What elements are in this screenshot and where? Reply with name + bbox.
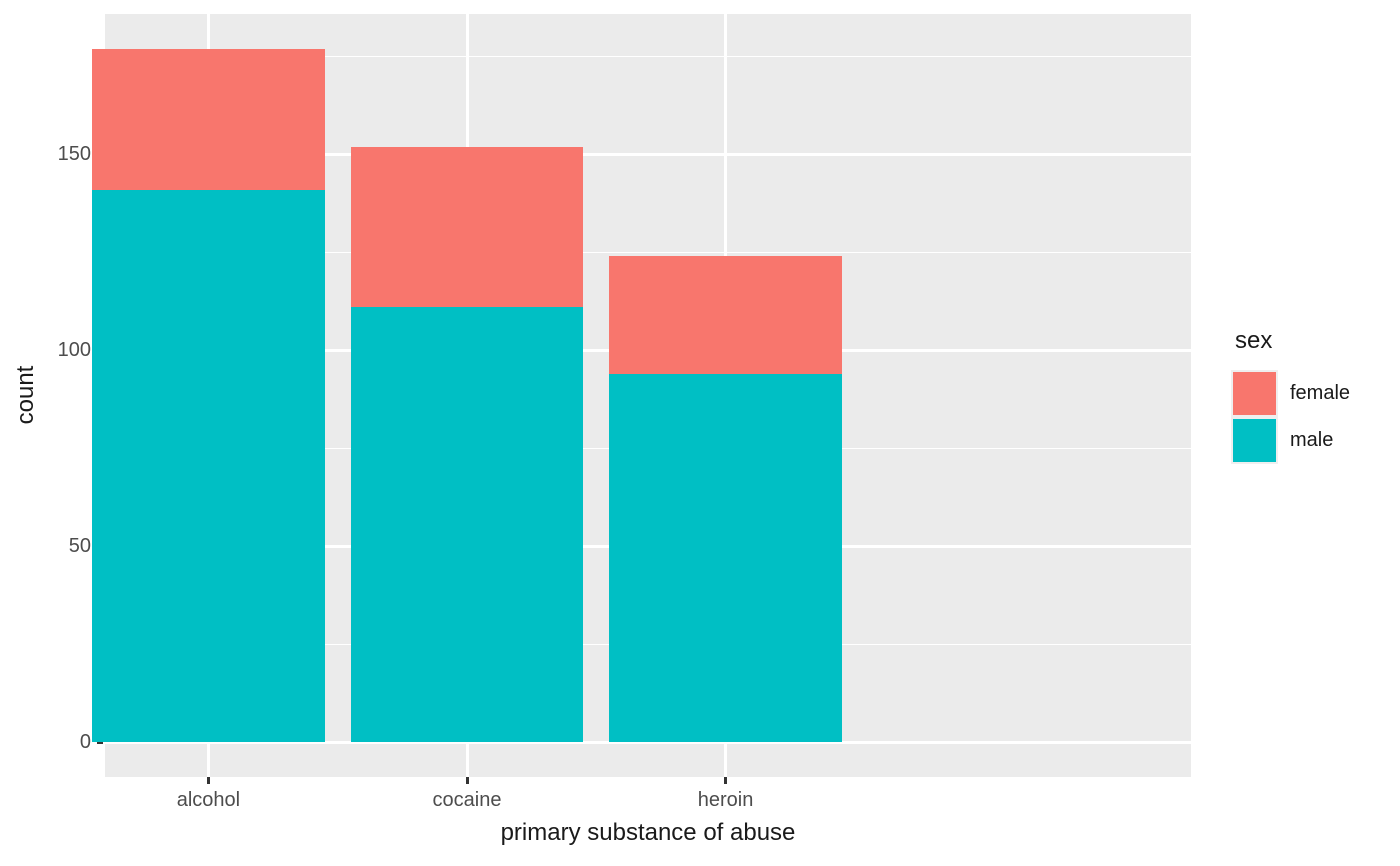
bar-segment-female-heroin [609, 256, 842, 374]
bar-segment-female-alcohol [92, 48, 325, 190]
bar-segment-male-cocaine [350, 307, 584, 743]
legend-label-female: female [1290, 382, 1351, 404]
x-tick-mark [206, 777, 210, 784]
x-tick-label: alcohol [176, 789, 241, 811]
major-gridline [105, 740, 1191, 744]
y-tick-label: 0 [79, 731, 91, 754]
x-tick-mark [724, 777, 728, 784]
minor-gridline [105, 55, 1191, 58]
y-tick-label: 50 [68, 535, 91, 558]
legend-label-male: male [1290, 429, 1334, 451]
y-tick-label: 150 [57, 143, 91, 166]
legend-key-male [1231, 417, 1278, 464]
legend-key-female [1231, 370, 1278, 417]
y-tick-mark [97, 740, 103, 744]
minor-gridline [105, 251, 1191, 254]
bar-segment-male-alcohol [92, 189, 325, 743]
x-tick-label: heroin [697, 789, 754, 811]
bar-segment-female-cocaine [350, 146, 584, 308]
plot-panel [92, 14, 1191, 777]
major-gridline [105, 152, 1191, 156]
x-tick-mark [465, 777, 469, 784]
legend-entries: female male [1231, 370, 1400, 464]
legend-entry-male: male [1231, 417, 1400, 464]
legend-swatch-male [1233, 419, 1276, 462]
legend-swatch-female [1233, 372, 1276, 415]
legend-title: sex [1235, 327, 1273, 354]
legend: sex female male [1231, 326, 1400, 464]
bar-segment-male-heroin [609, 373, 842, 743]
bars-layer [92, 14, 1191, 777]
y-tick-label: 100 [57, 339, 91, 362]
legend-entry-female: female [1231, 370, 1400, 417]
x-tick-label: cocaine [432, 789, 502, 811]
y-axis-title-text: count [12, 365, 39, 425]
x-axis-title: primary substance of abuse [500, 819, 796, 846]
